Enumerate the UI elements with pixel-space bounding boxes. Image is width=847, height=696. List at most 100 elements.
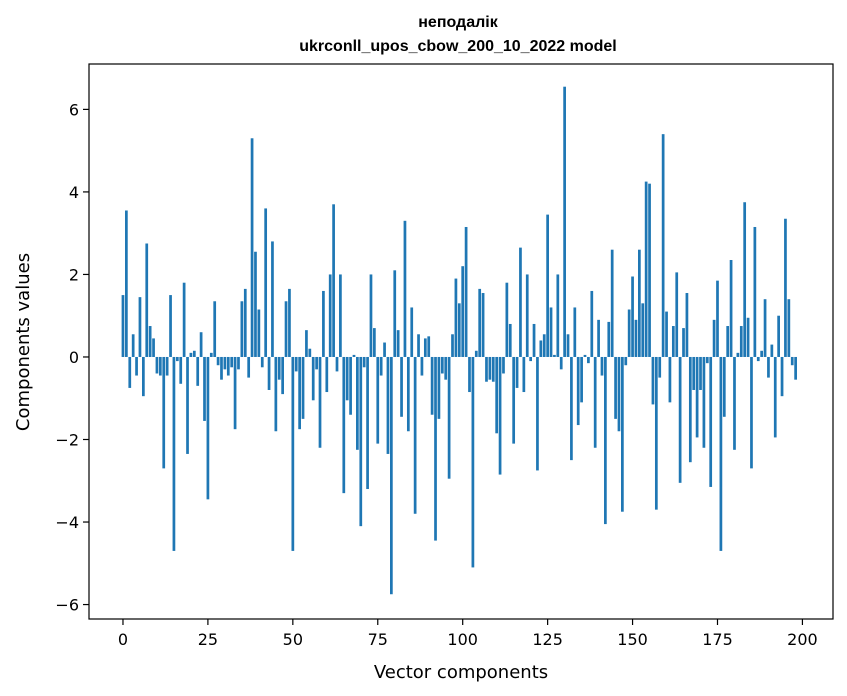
bar-113	[505, 282, 509, 357]
bar-5	[138, 297, 142, 357]
bar-185	[750, 356, 753, 469]
x-tick-label: 200	[787, 630, 818, 649]
bar-181	[736, 352, 740, 357]
bar-152	[638, 249, 641, 357]
bar-139	[593, 356, 597, 448]
bar-192	[773, 356, 777, 438]
bar-128	[556, 274, 560, 357]
bar-35	[240, 301, 244, 357]
bar-71	[362, 356, 366, 368]
bar-61	[328, 274, 332, 357]
bar-49	[288, 288, 291, 357]
bar-13	[165, 356, 169, 376]
bar-123	[539, 340, 543, 357]
x-tick-label: 100	[447, 630, 478, 649]
bar-12	[162, 356, 166, 469]
y-tick-label: 4	[69, 183, 79, 202]
bar-79	[390, 356, 393, 595]
bar-150	[631, 276, 634, 357]
bar-190	[767, 356, 770, 378]
bar-198	[794, 356, 797, 380]
bar-86	[413, 356, 417, 514]
bar-170	[699, 356, 702, 390]
bar-26	[209, 352, 213, 357]
y-axis-label: Components values	[13, 253, 34, 431]
bar-145	[614, 356, 617, 419]
x-tick-label: 75	[368, 630, 388, 649]
bar-78	[386, 356, 390, 454]
bar-162	[671, 326, 675, 357]
bar-178	[726, 326, 730, 357]
bar-52	[298, 356, 301, 430]
bar-153	[641, 303, 645, 357]
bar-106	[481, 293, 485, 357]
bar-89	[423, 338, 427, 357]
bar-149	[627, 309, 631, 357]
bar-168	[692, 356, 696, 390]
bar-108	[488, 356, 492, 380]
bar-156	[651, 356, 655, 405]
bar-80	[393, 270, 397, 357]
bar-116	[515, 356, 519, 388]
bar-111	[498, 356, 502, 475]
bar-195	[784, 218, 787, 357]
bar-60	[325, 356, 329, 393]
bar-59	[322, 290, 325, 357]
bar-194	[780, 356, 784, 397]
bar-155	[648, 183, 651, 357]
bar-118	[522, 356, 526, 393]
bar-66	[345, 356, 349, 401]
bar-19	[186, 356, 189, 454]
bar-137	[587, 356, 590, 364]
bar-110	[495, 356, 499, 434]
bar-105	[478, 288, 482, 357]
bar-101	[464, 226, 468, 357]
bar-17	[179, 356, 183, 384]
bar-115	[512, 356, 516, 444]
bar-15	[172, 356, 176, 551]
x-tick-label: 125	[532, 630, 563, 649]
bar-44	[271, 241, 274, 357]
bar-143	[607, 321, 611, 357]
bar-8	[148, 326, 152, 357]
bar-122	[536, 356, 539, 471]
bar-28	[216, 356, 220, 366]
bar-48	[284, 301, 288, 357]
bar-37	[247, 356, 251, 378]
x-axis-ticks: 0 25 50 75 100 125 150 175 200	[118, 619, 818, 649]
bar-159	[661, 134, 665, 357]
y-tick-label: 0	[69, 348, 79, 367]
bar-92	[434, 356, 437, 541]
bar-161	[668, 356, 672, 403]
bar-165	[682, 328, 685, 357]
bar-112	[502, 356, 505, 374]
bar-94	[440, 356, 444, 374]
bar-197	[790, 356, 794, 366]
bar-184	[746, 317, 750, 357]
bar-177	[722, 356, 726, 417]
bar-166	[685, 293, 689, 357]
bar-33	[233, 356, 237, 430]
bar-0	[121, 295, 125, 357]
bar-100	[461, 266, 465, 357]
bar-63	[335, 356, 339, 372]
bar-88	[420, 356, 424, 376]
bar-151	[634, 319, 638, 357]
bar-90	[427, 336, 431, 357]
bar-3	[131, 334, 135, 357]
bar-169	[695, 356, 699, 438]
bar-114	[508, 323, 512, 357]
bar-31	[226, 356, 230, 376]
bar-176	[719, 356, 723, 551]
bar-20	[189, 352, 193, 357]
bar-64	[339, 274, 342, 357]
bar-45	[274, 356, 278, 432]
bar-53	[301, 356, 305, 419]
bar-1	[125, 210, 128, 357]
bar-136	[583, 354, 587, 357]
bar-142	[604, 356, 607, 525]
bar-67	[349, 356, 352, 415]
y-tick-label: −6	[55, 596, 79, 615]
bar-134	[576, 356, 580, 426]
